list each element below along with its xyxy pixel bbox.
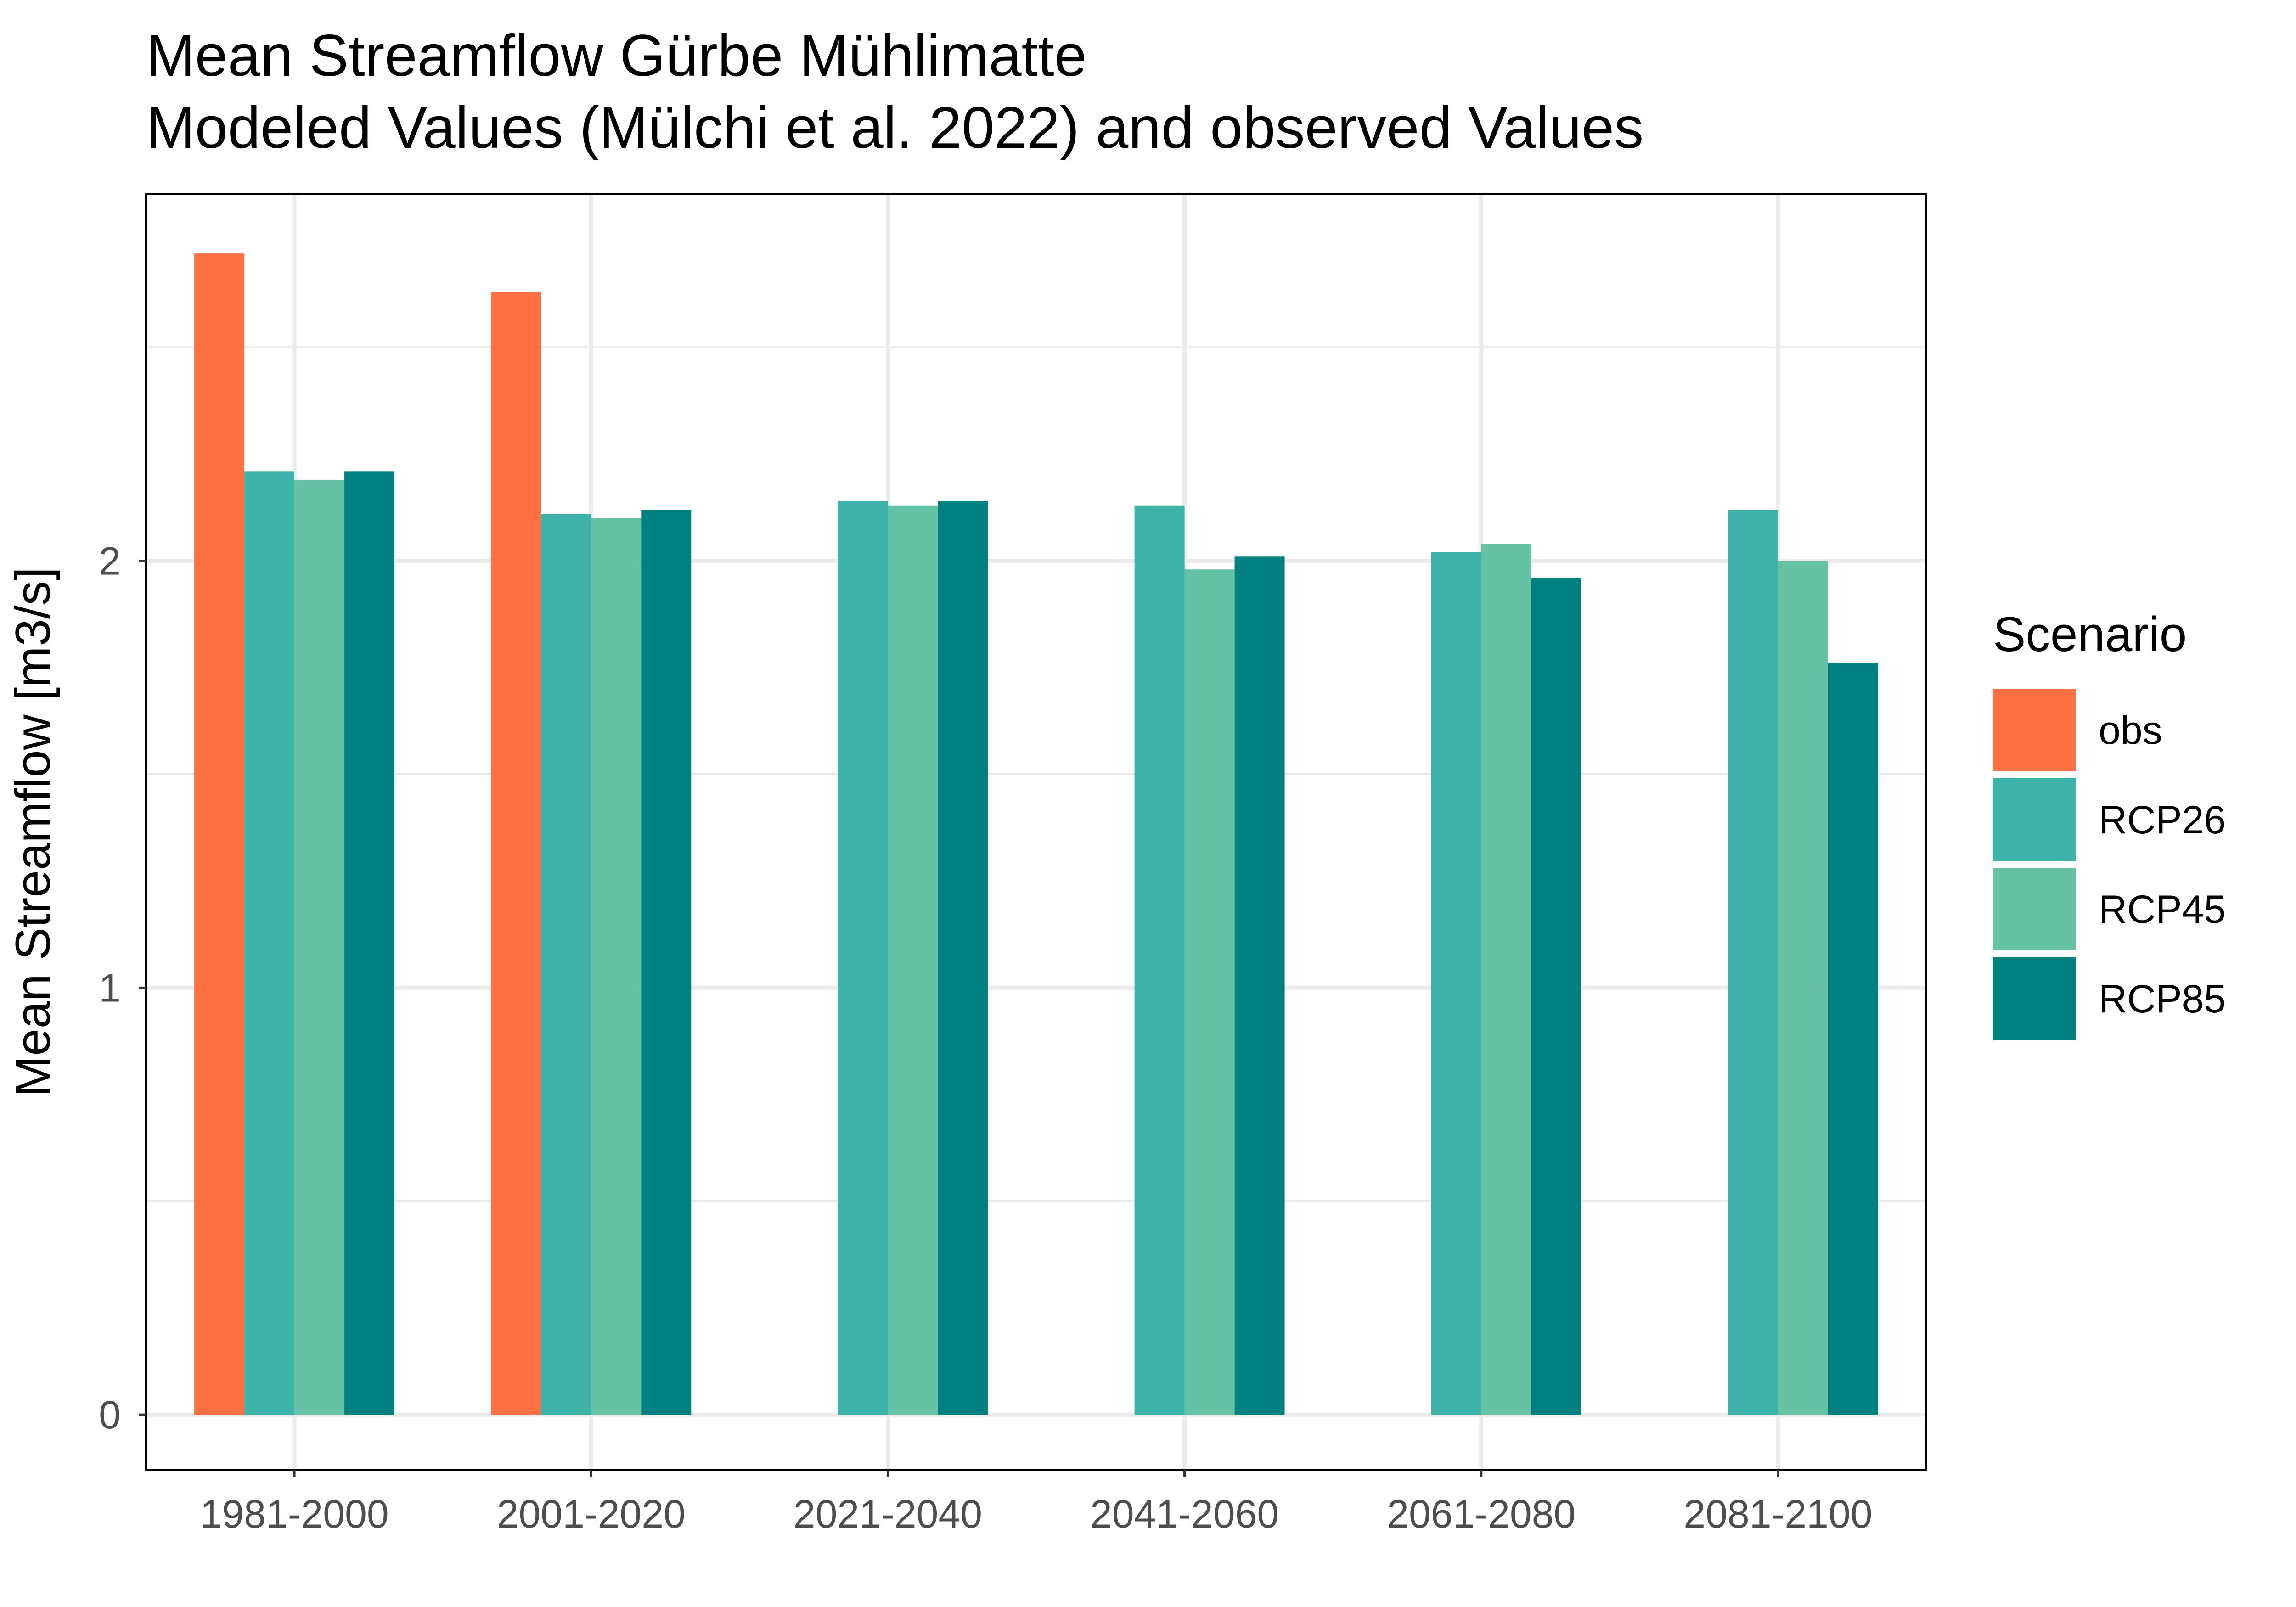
legend-items: obs RCP26 RCP45 RCP85 (1993, 689, 2226, 1040)
x-tick-label: 2021-2040 (793, 1492, 982, 1536)
plot-panel-border (145, 193, 1927, 1471)
major-gridlines (146, 194, 1926, 1470)
bar-rcp45-2061-2080 (1481, 544, 1531, 1415)
bar-rcp85-2021-2040 (938, 501, 988, 1415)
bar-rcp45-2021-2040 (888, 505, 938, 1415)
legend-title: Scenario (1993, 607, 2187, 662)
minor-gridlines (146, 346, 1926, 1202)
bar-rcp85-2001-2020 (641, 510, 692, 1415)
legend-label-rcp26: RCP26 (2099, 798, 2226, 842)
bar-rcp45-2001-2020 (591, 518, 642, 1415)
legend-key-rcp26 (1993, 778, 2076, 861)
x-tick-label: 2001-2020 (497, 1492, 686, 1536)
legend-label-rcp45: RCP45 (2099, 888, 2226, 932)
x-tick-label: 2081-2100 (1683, 1492, 1872, 1536)
x-tick-label: 1981-2000 (200, 1492, 388, 1536)
chart-subtitle: Modeled Values (Mülchi et al. 2022) and … (146, 95, 1644, 161)
bar-rcp85-2081-2100 (1828, 663, 1878, 1415)
y-axis-ticks: 0 1 2 (99, 539, 146, 1437)
legend-key-rcp45 (1993, 868, 2076, 950)
bar-rcp26-2041-2060 (1134, 505, 1185, 1415)
bar-rcp26-2001-2020 (541, 514, 591, 1415)
y-tick-label: 1 (99, 966, 121, 1010)
bar-rcp26-1981-2000 (244, 471, 295, 1415)
bar-rcp85-2061-2080 (1531, 578, 1581, 1415)
bars (194, 253, 1878, 1415)
bar-obs-1981-2000 (194, 253, 245, 1415)
bar-rcp85-2041-2060 (1234, 556, 1285, 1415)
y-tick-label: 0 (99, 1393, 121, 1437)
y-tick-label: 2 (99, 539, 121, 584)
bar-rcp45-2041-2060 (1184, 569, 1235, 1415)
legend-label-obs: obs (2099, 708, 2162, 753)
bar-rcp45-2081-2100 (1778, 561, 1828, 1415)
x-axis-ticks: 1981-2000 2001-2020 2021-2040 2041-2060 2061… (200, 1470, 1873, 1536)
chart-title: Mean Streamflow Gürbe Mühlimatte (146, 23, 1087, 89)
bar-rcp26-2021-2040 (838, 501, 888, 1415)
legend-key-rcp85 (1993, 957, 2076, 1040)
x-tick-label: 2041-2060 (1090, 1492, 1279, 1536)
bar-rcp45-1981-2000 (294, 479, 345, 1415)
bar-rcp85-1981-2000 (344, 471, 395, 1415)
legend-label-rcp85: RCP85 (2099, 977, 2226, 1021)
legend: Scenario obs RCP26 RCP45 RCP85 (1993, 607, 2226, 1040)
bar-obs-2001-2020 (491, 292, 541, 1415)
legend-key-obs (1993, 689, 2076, 771)
bar-rcp26-2061-2080 (1431, 552, 1481, 1415)
x-tick-label: 2061-2080 (1387, 1492, 1576, 1536)
bar-rcp26-2081-2100 (1728, 510, 1778, 1415)
y-axis-title: Mean Streamflow [m3/s] (5, 567, 60, 1097)
